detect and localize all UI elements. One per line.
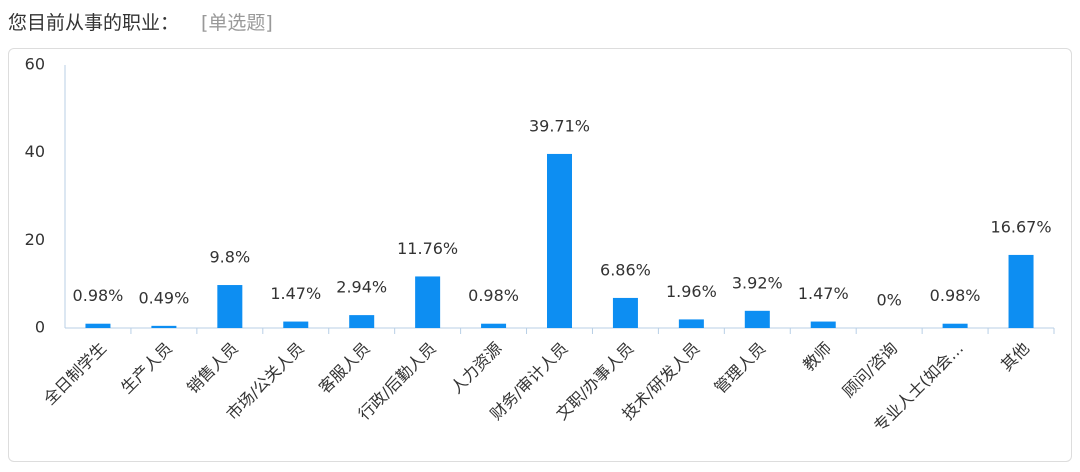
bar <box>678 319 704 328</box>
bar <box>1008 254 1034 328</box>
bar <box>810 321 836 328</box>
value-label: 1.47% <box>270 284 321 303</box>
value-label: 0.98% <box>930 286 981 305</box>
x-tick-label: 客服人员 <box>315 339 374 398</box>
value-label: 9.8% <box>210 248 251 267</box>
x-tick-label: 管理人员 <box>711 339 770 398</box>
chart-frame <box>8 48 1072 462</box>
bar <box>85 323 111 328</box>
bar <box>744 310 770 328</box>
bar <box>217 285 243 328</box>
x-tick-label: 人力资源 <box>447 339 506 398</box>
value-label: 1.47% <box>798 284 849 303</box>
x-tick-label: 其他 <box>997 339 1033 375</box>
y-tick-label: 60 <box>25 55 45 74</box>
question-tag: [单选题] <box>201 12 273 34</box>
bar <box>942 323 968 328</box>
x-tick-label: 教师 <box>799 339 835 375</box>
value-label: 6.86% <box>600 260 651 279</box>
bar <box>547 153 572 328</box>
x-tick-label: 销售人员 <box>183 339 242 398</box>
value-label: 16.67% <box>991 217 1052 236</box>
bar <box>283 321 309 328</box>
value-label: 0% <box>876 291 901 310</box>
y-tick-label: 20 <box>25 230 45 249</box>
bar <box>612 297 638 328</box>
y-tick-label: 40 <box>25 142 45 161</box>
value-label: 0.49% <box>138 288 189 307</box>
value-label: 1.96% <box>666 282 717 301</box>
value-label: 0.98% <box>73 286 124 305</box>
x-tick-label: 顾问/咨询 <box>839 339 902 402</box>
question-text: 您目前从事的职业： <box>8 12 180 34</box>
y-tick-label: 0 <box>35 318 45 337</box>
bar <box>151 325 177 328</box>
question-header: 您目前从事的职业： [单选题] <box>8 8 273 35</box>
value-label: 0.98% <box>468 286 519 305</box>
bar <box>415 276 441 328</box>
value-label: 39.71% <box>529 116 590 135</box>
value-label: 2.94% <box>336 278 387 297</box>
bar <box>481 323 507 328</box>
value-label: 3.92% <box>732 273 783 292</box>
bar <box>349 315 375 328</box>
x-tick-label: 生产人员 <box>117 339 176 398</box>
x-tick-label: 全日制学生 <box>40 339 110 409</box>
value-label: 11.76% <box>397 239 458 258</box>
